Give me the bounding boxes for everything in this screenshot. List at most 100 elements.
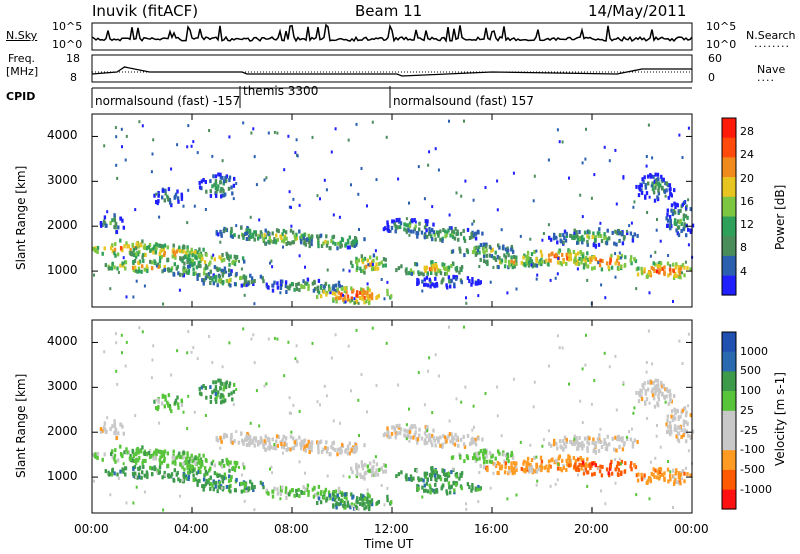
velocity-cell [682,433,685,438]
velocity-cell [588,462,591,467]
velocity-cell [656,469,660,474]
velocity-cell [416,440,419,445]
power-cell [505,247,508,252]
power-cell [558,140,561,144]
power-cell [689,228,692,233]
power-cell [465,301,468,305]
velocity-cell [631,444,635,449]
velocity-cell [658,470,662,475]
velocity-cell [449,490,452,495]
power-cell [474,281,477,286]
velocity-cell [573,434,576,439]
cpid-mode-3: normalsound (fast) 157 [393,94,534,108]
power-cell [400,264,403,269]
velocity-cell [586,440,589,445]
power-cell [414,224,417,229]
power-cell [158,252,161,256]
velocity-cell [559,467,562,471]
power-cell [526,250,530,255]
power-cell [231,234,234,239]
power-cell [422,272,425,277]
power-cell [645,191,649,196]
power-cell [317,244,320,249]
velocity-cell [248,443,251,447]
power-cell [510,247,513,252]
velocity-cell [262,485,265,490]
power-cell [666,218,670,223]
y-tick-label: 3000 [47,379,78,394]
power-cell [375,262,378,267]
velocity-cell [308,450,311,455]
velocity-cell [361,502,364,507]
velocity-cell [403,433,406,438]
power-cell [114,253,117,258]
power-cell [453,282,456,287]
power-cell [404,268,408,273]
velocity-cell [582,443,585,448]
power-cell [113,218,117,223]
velocity-cell [307,439,310,444]
power-cell [337,241,340,246]
power-cell [668,267,672,272]
power-cell [196,276,199,281]
power-cell [287,241,290,245]
velocity-cell [166,463,169,468]
power-cell [455,191,458,195]
power-cell [582,257,585,262]
velocity-cell [589,466,592,471]
power-cell [137,252,140,257]
velocity-cell [211,483,214,488]
velocity-cell [119,422,122,427]
power-cell [235,224,238,228]
power-cell [629,258,632,263]
power-cell [476,281,479,286]
power-cell [214,278,217,283]
power-cell [194,254,197,259]
power-cell [572,250,576,254]
velocity-cell [591,461,594,466]
velocity-cell [558,346,561,350]
velocity-cell [598,437,601,442]
velocity-cell [578,442,581,447]
velocity-cell [463,459,466,464]
power-cell [351,264,354,269]
power-cell [253,155,256,159]
velocity-cell [446,491,449,496]
velocity-cell [344,492,347,497]
power-cell [622,175,625,179]
velocity-cell [334,333,337,337]
power-cell [145,264,149,269]
power-cell [655,180,658,185]
velocity-cell [144,459,147,463]
velocity-cell [271,494,275,499]
power-cell [218,275,221,280]
velocity-cell [443,435,447,440]
power-cell [673,188,676,193]
velocity-cell [322,495,325,500]
velocity-cell [162,453,166,458]
power-cell [668,214,672,219]
velocity-cell [311,487,315,492]
velocity-cell [121,467,124,472]
power-cell [681,202,684,207]
power-cell [656,218,658,221]
velocity-cell [325,440,328,445]
power-cell [681,156,684,159]
power-cell [459,231,463,236]
power-cell [227,186,231,191]
x-tick-label: 04:00 [174,522,209,536]
power-cell [196,151,199,155]
velocity-colorbar-tick: -500 [740,462,765,476]
power-cell [110,266,114,271]
velocity-cell [304,471,306,475]
velocity-cell [126,450,129,455]
power-cell [540,262,543,267]
velocity-cell [443,477,447,482]
velocity-cell [535,465,538,470]
velocity-cell [458,476,461,481]
velocity-cell [154,454,157,459]
velocity-cell [256,442,260,447]
velocity-cell [691,429,695,434]
velocity-cell [512,377,515,381]
power-cell [192,262,195,267]
